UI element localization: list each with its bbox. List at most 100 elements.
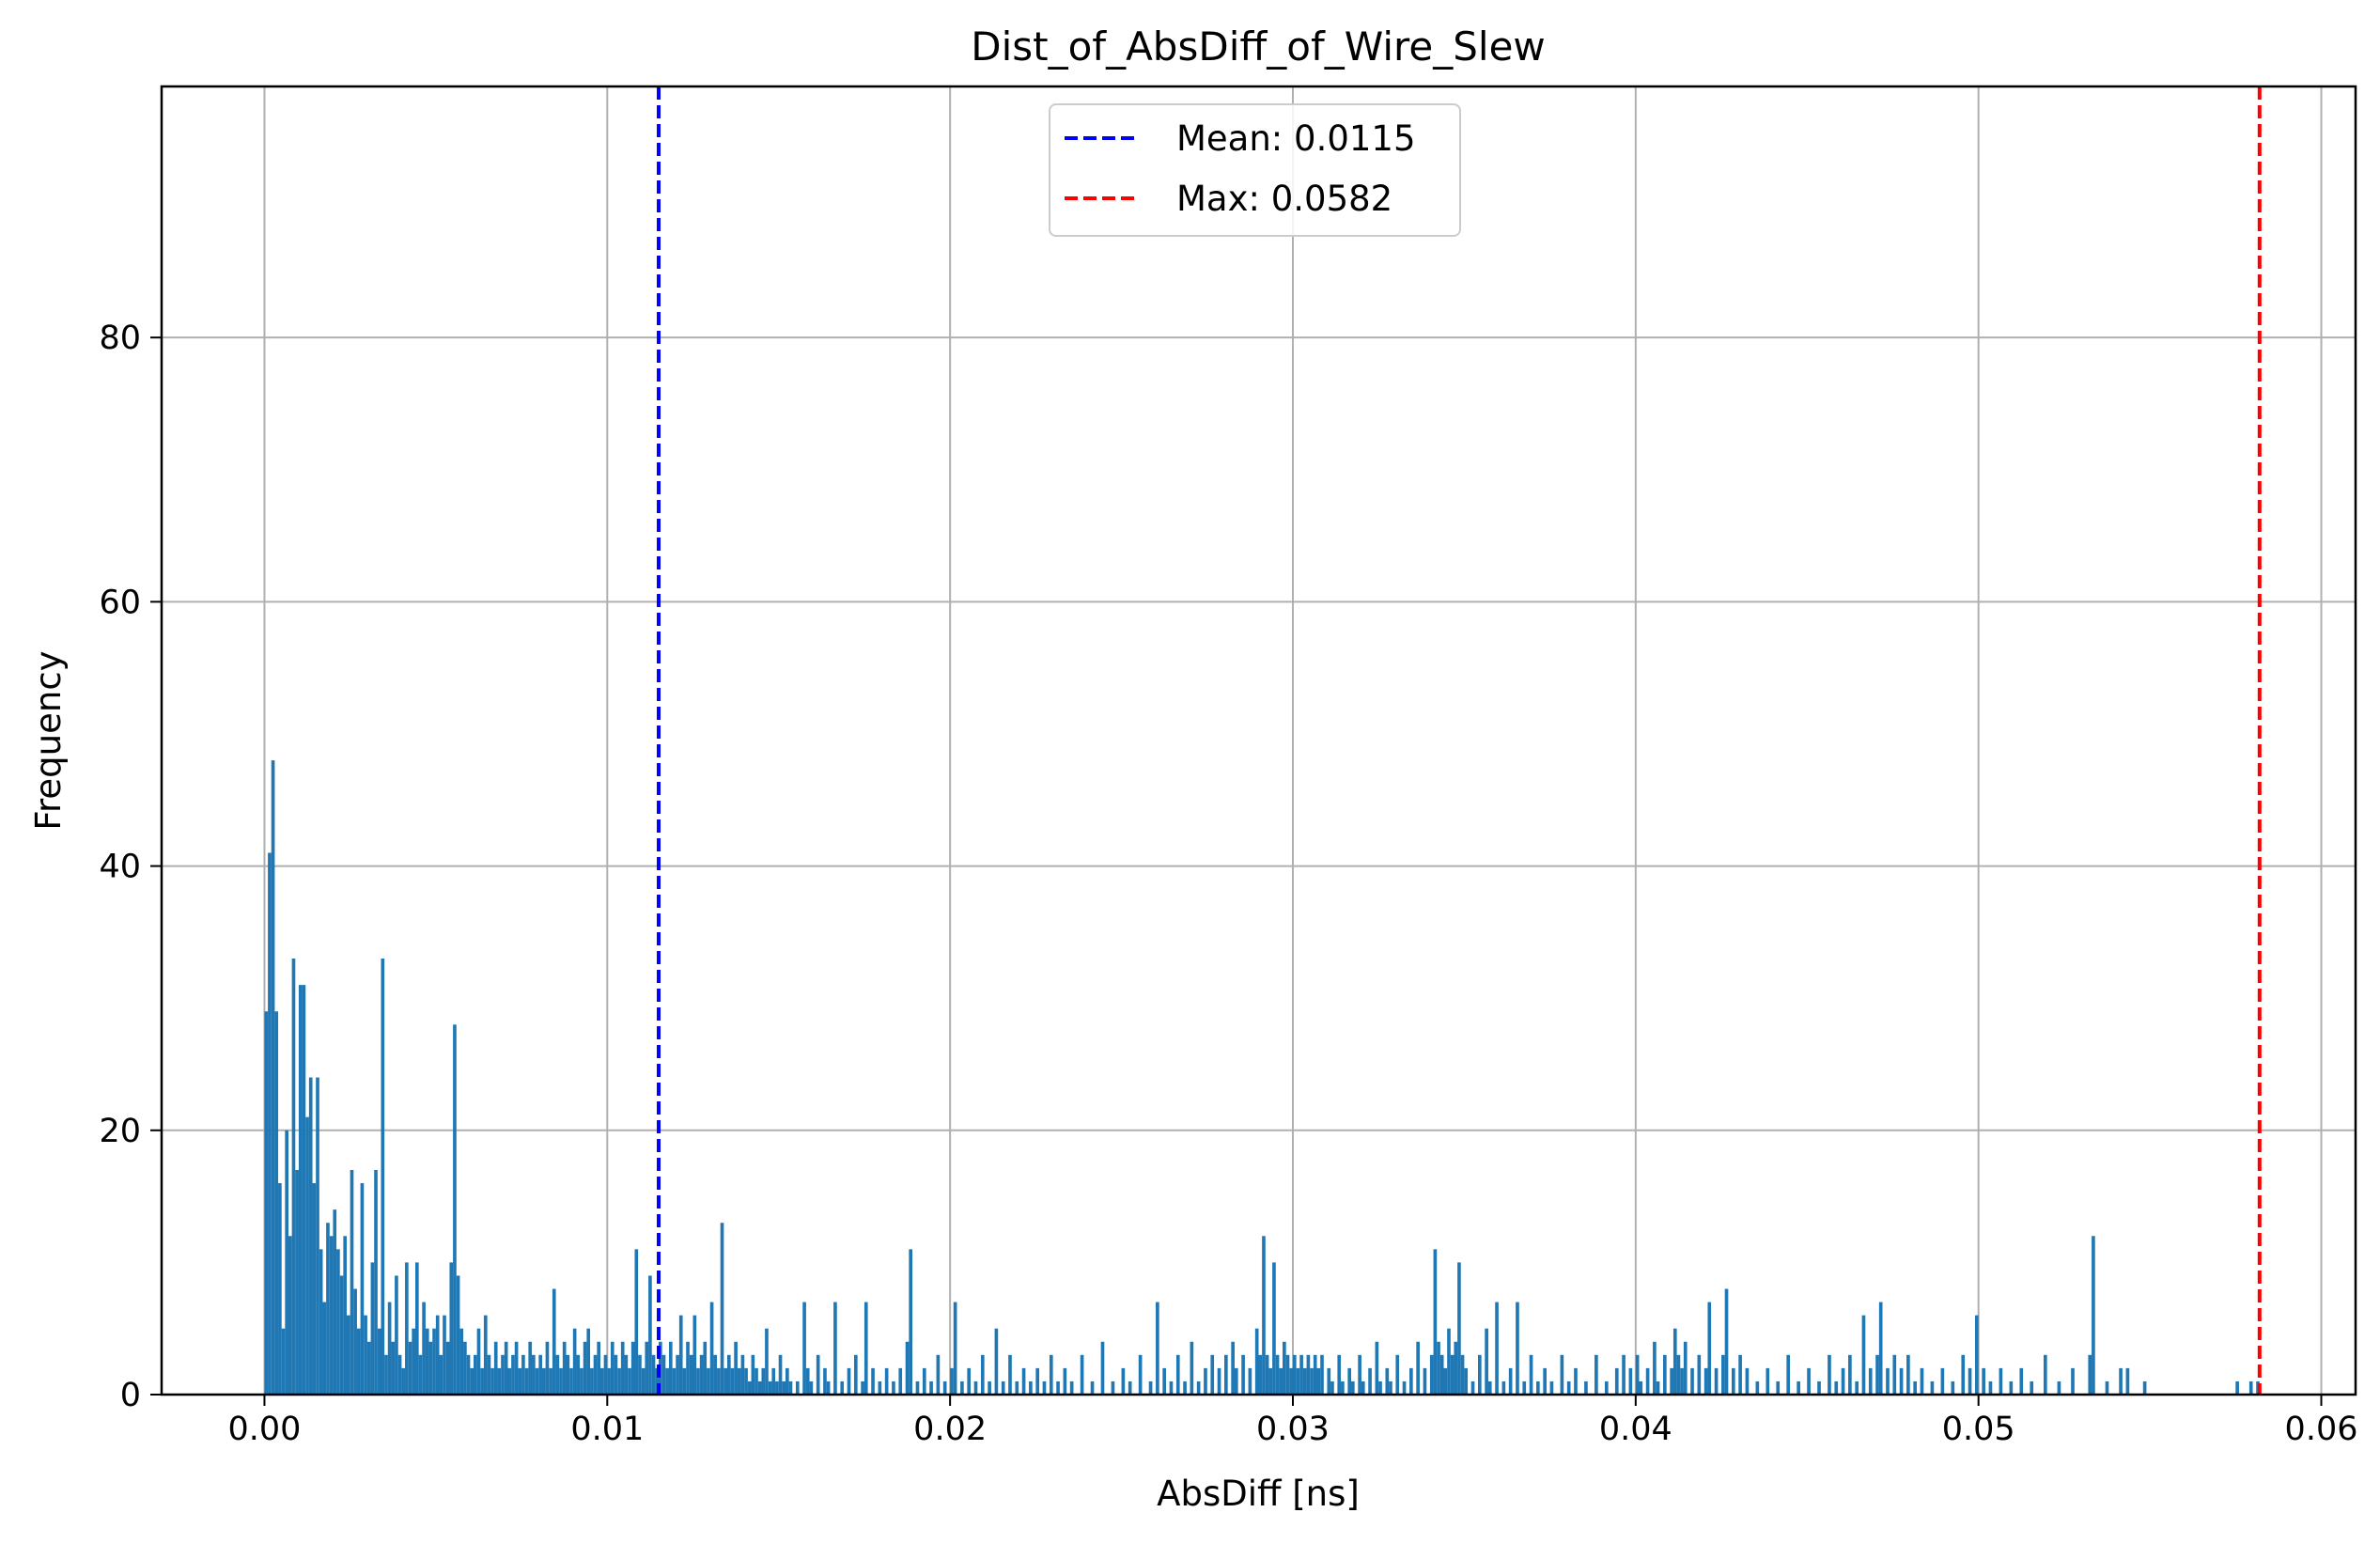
histogram-bar [474, 1354, 477, 1395]
histogram-bar [1069, 1380, 1074, 1395]
histogram-bar [590, 1367, 594, 1395]
histogram-bar [343, 1236, 348, 1395]
histogram-bar [1395, 1354, 1400, 1395]
histogram-bar [709, 1302, 714, 1395]
histogram-bar [1090, 1380, 1095, 1395]
histogram-bar [2119, 1367, 2123, 1395]
histogram-bar [980, 1354, 985, 1395]
histogram-bar [607, 1367, 611, 1395]
histogram-bar [617, 1367, 621, 1395]
histogram-bar [347, 1315, 350, 1395]
histogram-bar [1495, 1302, 1499, 1395]
x-tick-label: 0.06 [2285, 1411, 2358, 1448]
histogram-bar [1337, 1354, 1342, 1395]
histogram-bar [456, 1275, 460, 1395]
histogram-bar [360, 1183, 365, 1395]
histogram-bar [655, 1367, 660, 1395]
histogram-bar [480, 1367, 484, 1395]
histogram-bar [1680, 1367, 1684, 1395]
histogram-bar [463, 1341, 467, 1395]
histogram-bar [1001, 1380, 1005, 1395]
histogram-bar [1285, 1354, 1290, 1395]
histogram-bar [795, 1380, 800, 1395]
histogram-bar [268, 852, 272, 1395]
histogram-bar [562, 1341, 567, 1395]
histogram-bar [1670, 1367, 1673, 1395]
histogram-bar [1402, 1380, 1407, 1395]
histogram-bar [1313, 1354, 1317, 1395]
histogram-bar [816, 1354, 820, 1395]
histogram-bar [511, 1354, 515, 1395]
histogram-bar [329, 1236, 334, 1395]
histogram-bar [1231, 1341, 1235, 1395]
histogram-bar [285, 1130, 288, 1395]
histogram-bar [1697, 1354, 1702, 1395]
histogram-bar [2125, 1367, 2130, 1395]
histogram-bar [922, 1367, 926, 1395]
histogram-bar [754, 1367, 758, 1395]
histogram-bar [364, 1315, 367, 1395]
histogram-bar [2009, 1380, 2014, 1395]
histogram-bar [2088, 1354, 2092, 1395]
histogram-bar [761, 1367, 766, 1395]
histogram-bar [751, 1354, 755, 1395]
histogram-bar [1485, 1328, 1488, 1395]
histogram-bar [1241, 1354, 1245, 1395]
histogram-bar [620, 1341, 625, 1395]
histogram-bar [549, 1367, 552, 1395]
histogram-bar [802, 1302, 806, 1395]
histogram-bar [1560, 1354, 1564, 1395]
histogram-bar [597, 1341, 600, 1395]
histogram-bar [1543, 1367, 1547, 1395]
histogram-bar [994, 1328, 999, 1395]
histogram-bar [717, 1367, 721, 1395]
histogram-bar [1049, 1354, 1053, 1395]
histogram-bar [1861, 1315, 1866, 1395]
histogram-bar [628, 1367, 631, 1395]
histogram-bar [720, 1223, 724, 1395]
histogram-bar [1433, 1249, 1438, 1395]
histogram-bar [350, 1169, 354, 1395]
histogram-bar [497, 1367, 502, 1395]
histogram-bar [1327, 1367, 1331, 1395]
histogram-bar [765, 1328, 769, 1395]
histogram-bar [1316, 1367, 1321, 1395]
histogram-bar [1848, 1354, 1852, 1395]
histogram-bar [1190, 1341, 1194, 1395]
histogram-bar [682, 1367, 687, 1395]
histogram-bar [339, 1275, 344, 1395]
histogram-bar [1283, 1341, 1286, 1395]
histogram-bar [1635, 1354, 1640, 1395]
histogram-bar [1501, 1380, 1506, 1395]
histogram-bar [1063, 1367, 1067, 1395]
histogram-bars [264, 760, 2260, 1395]
histogram-bar [638, 1354, 642, 1395]
histogram-bar [840, 1380, 845, 1395]
histogram-bar [734, 1341, 738, 1395]
histogram-bar [552, 1288, 556, 1395]
x-tick-label: 0.01 [570, 1411, 644, 1448]
histogram-bar [1470, 1380, 1475, 1395]
histogram-bar [942, 1380, 947, 1395]
histogram-bar [730, 1367, 735, 1395]
histogram-bar [826, 1380, 831, 1395]
histogram-bar [1457, 1262, 1461, 1395]
histogram-bar [298, 985, 303, 1395]
histogram-bar [707, 1367, 710, 1395]
histogram-bar [1683, 1341, 1688, 1395]
histogram-bar [559, 1367, 563, 1395]
histogram-bar [1807, 1367, 1811, 1395]
histogram-bar [524, 1367, 529, 1395]
histogram-bar [1855, 1380, 1859, 1395]
histogram-bar [1289, 1367, 1293, 1395]
histogram-bar [1248, 1367, 1252, 1395]
legend-mean-label: Mean: 0.0115 [1176, 118, 1416, 159]
histogram-bar [723, 1367, 727, 1395]
histogram-bar [418, 1354, 423, 1395]
histogram-bar [1416, 1341, 1420, 1395]
histogram-bar [967, 1367, 972, 1395]
histogram-bar [1745, 1367, 1750, 1395]
histogram-bar [953, 1302, 957, 1395]
histogram-bar [699, 1354, 704, 1395]
